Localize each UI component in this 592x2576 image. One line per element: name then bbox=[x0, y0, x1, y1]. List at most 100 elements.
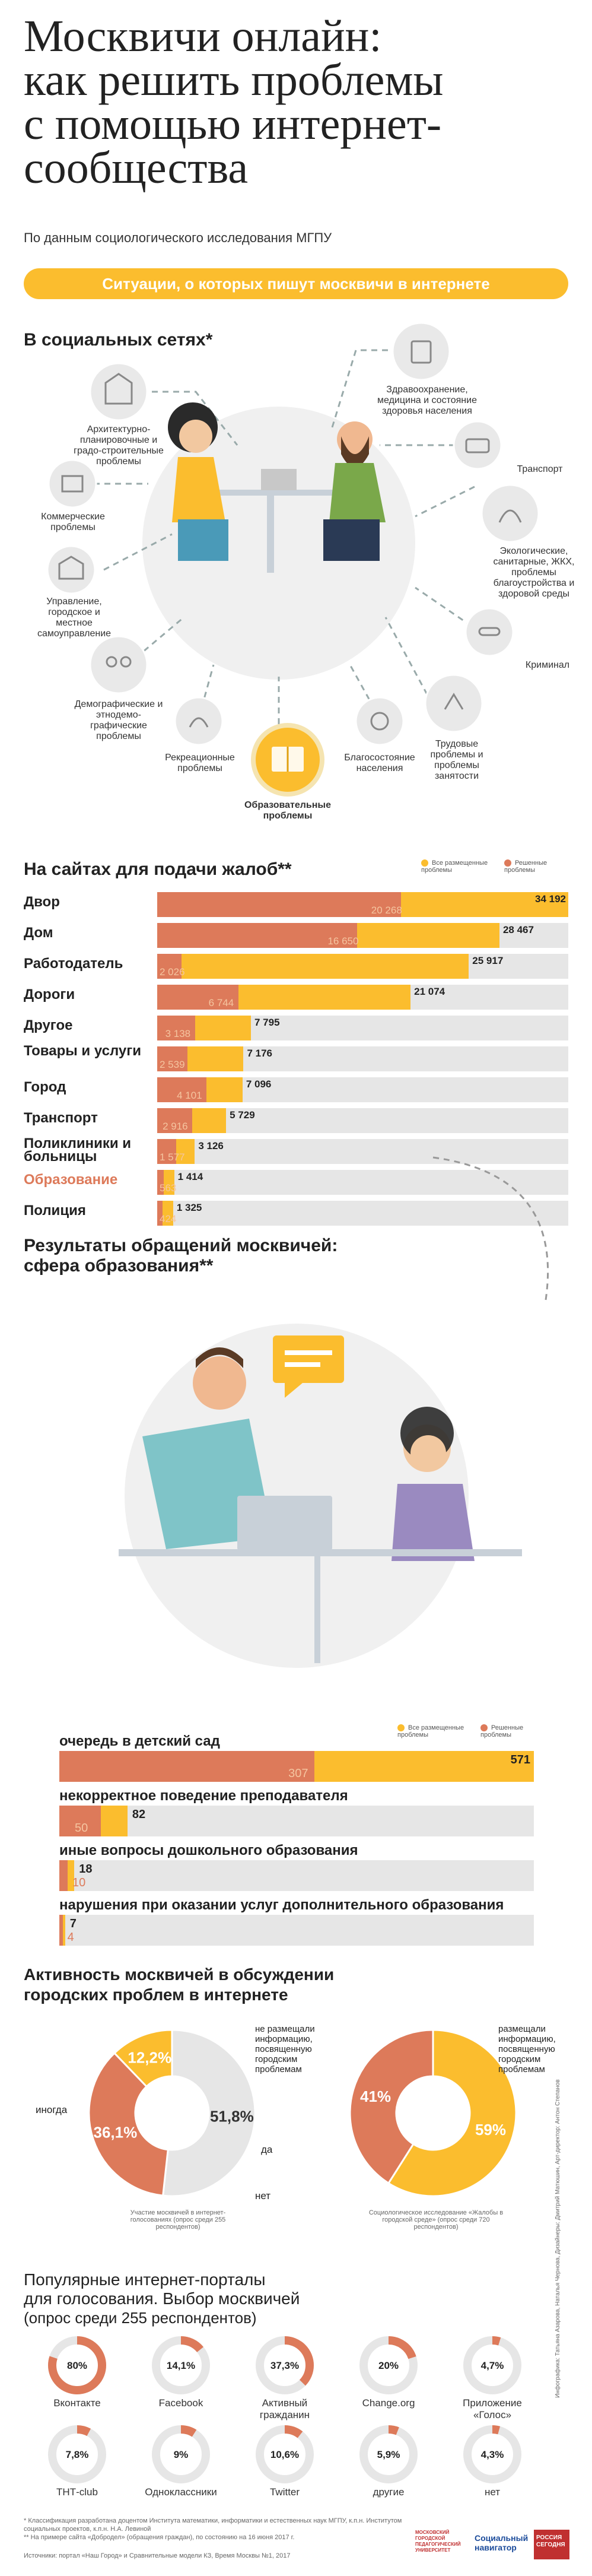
complaint-row: Поликлиники и больницы 3 126 1 577 bbox=[24, 1137, 568, 1166]
complaint-track: 1 325 424 bbox=[157, 1201, 568, 1226]
bar-solved bbox=[157, 1046, 188, 1071]
complaint-label: Дом bbox=[24, 925, 53, 941]
portal-percent: 10,6% bbox=[270, 2449, 299, 2460]
portal-donut: 37,3% bbox=[256, 2336, 314, 2394]
recreation-icon bbox=[174, 696, 224, 746]
portal-percent: 14,1% bbox=[167, 2360, 195, 2371]
edu-legend-all: Все размещенные проблемы bbox=[397, 1724, 464, 1739]
connector-line bbox=[384, 617, 428, 695]
topic-transport: Транспорт bbox=[517, 464, 563, 474]
donut2-label-not-posted: не размещали информацию, посвященную гор… bbox=[255, 2024, 315, 2074]
portal-donut: 9% bbox=[152, 2425, 210, 2483]
complaint-track: 28 467 16 650 bbox=[157, 923, 568, 948]
complaint-label: Дороги bbox=[24, 986, 75, 1003]
donut-slice bbox=[349, 2029, 434, 2185]
value-solved: 2 916 bbox=[163, 1121, 188, 1132]
donut1-label-no: нет bbox=[255, 2190, 271, 2201]
bar-solved bbox=[59, 1915, 63, 1946]
complaint-row: Город 7 096 4 101 bbox=[24, 1076, 568, 1104]
complaints-heading: На сайтах для подачи жалоб** bbox=[24, 859, 292, 879]
value-all: 5 729 bbox=[230, 1109, 255, 1121]
complaint-track: 1 414 563 bbox=[157, 1170, 568, 1195]
topic-education: Образовательные проблемы bbox=[244, 800, 331, 821]
title-line: как решить проблемы bbox=[24, 55, 444, 105]
edu-label: некорректное поведение преподавателя bbox=[59, 1788, 348, 1804]
donut-slice bbox=[387, 2029, 517, 2197]
complaint-track: 7 795 3 138 bbox=[157, 1016, 568, 1040]
portal-donut: 5,9% bbox=[359, 2425, 418, 2483]
value-solved: 563 bbox=[160, 1182, 177, 1194]
complaint-track: 7 096 4 101 bbox=[157, 1077, 568, 1102]
bar-solved bbox=[157, 892, 401, 917]
crime-icon bbox=[464, 607, 514, 657]
demography-icon bbox=[89, 635, 148, 694]
portal-percent: 4,7% bbox=[481, 2360, 504, 2371]
value-solved: 1 577 bbox=[160, 1151, 185, 1163]
complaint-label: Товары и услуги bbox=[24, 1043, 141, 1059]
edu-label: нарушения при оказании услуг дополнитель… bbox=[59, 1897, 504, 1913]
value-all: 7 bbox=[69, 1917, 77, 1930]
complaint-row: Образование 1 414 563 bbox=[24, 1168, 568, 1197]
edu-legend-solved: Решенные проблемы bbox=[480, 1724, 524, 1739]
complaint-track: 34 192 20 268 bbox=[157, 892, 568, 917]
complaint-track: 7 176 2 539 bbox=[157, 1046, 568, 1071]
logo-ria: РОССИЯ СЕГОДНЯ bbox=[534, 2530, 569, 2559]
topic-government: Управление, городское и местное самоупра… bbox=[37, 597, 112, 639]
topic-wellbeing: Благосостояние населения bbox=[344, 753, 415, 773]
donut1-caption: Участие москвичей в интернет-голосования… bbox=[130, 2209, 226, 2231]
complaint-track: 3 126 1 577 bbox=[157, 1139, 568, 1164]
value-all: 28 467 bbox=[502, 924, 534, 935]
government-icon bbox=[46, 545, 96, 595]
value-solved: 424 bbox=[160, 1213, 177, 1224]
value-all: 7 795 bbox=[254, 1017, 280, 1028]
commerce-icon bbox=[47, 459, 97, 509]
complaint-row: Дом 28 467 16 650 bbox=[24, 921, 568, 950]
education-illustration bbox=[119, 1324, 522, 1668]
legend-solved: Решенные проблемы bbox=[504, 859, 548, 874]
value-all: 1 414 bbox=[177, 1171, 203, 1182]
value-solved: 16 650 bbox=[327, 935, 359, 947]
bar-solved bbox=[157, 1139, 176, 1164]
ecology-icon bbox=[480, 484, 540, 543]
portal-name: Приложение «Голос» bbox=[463, 2397, 522, 2420]
complaint-label: Двор bbox=[24, 894, 60, 910]
bar-solved bbox=[59, 1751, 315, 1782]
value-all: 34 192 bbox=[535, 893, 566, 905]
portal-donut-value-arc bbox=[256, 2336, 314, 2394]
banner: Ситуации, о которых пишут москвичи в инт… bbox=[24, 268, 568, 299]
edu-track: 82 50 bbox=[59, 1806, 534, 1836]
complaint-label: Работодатель bbox=[24, 956, 123, 972]
portal-donut-value-arc bbox=[359, 2336, 418, 2394]
value-solved: 3 138 bbox=[165, 1028, 191, 1039]
complaint-track: 25 917 2 026 bbox=[157, 954, 568, 979]
people-illustration bbox=[168, 402, 386, 573]
complaint-label: Полиция bbox=[24, 1203, 86, 1219]
title-line: Москвичи онлайн: bbox=[24, 11, 382, 61]
donut-posting: 59% 41% bbox=[349, 2029, 517, 2197]
value-all: 571 bbox=[510, 1753, 530, 1766]
value-solved: 307 bbox=[288, 1767, 308, 1780]
donut1-label-sometimes: иногда bbox=[36, 2104, 68, 2115]
complaint-row: Другое 7 795 3 138 bbox=[24, 1014, 568, 1042]
logo-mgpu: МОСКОВСКИЙ ГОРОДСКОЙ ПЕДАГОГИЧЕСКИЙ УНИВ… bbox=[415, 2530, 461, 2553]
bar-solved bbox=[59, 1806, 101, 1836]
portal-donut-value-arc bbox=[48, 2425, 106, 2483]
education-heading: Результаты обращений москвичей: сфера об… bbox=[24, 1236, 338, 1276]
connector-line bbox=[103, 533, 173, 571]
title-line: с помощью интернет- bbox=[24, 99, 442, 149]
topic-architecture: Архитектурно-планировочные и градо-строи… bbox=[74, 424, 164, 467]
bar-solved bbox=[157, 1016, 195, 1040]
page-title: Москвичи онлайн: как решить проблемы с п… bbox=[24, 11, 558, 191]
footnotes: * Классификация разработана доцентом Инс… bbox=[24, 2517, 402, 2541]
portal-donut: 10,6% bbox=[256, 2425, 314, 2483]
complaint-label: Поликлиники и больницы bbox=[24, 1135, 132, 1165]
topic-demography: Демографические и этнодемо-графические п… bbox=[74, 699, 163, 741]
connector-line bbox=[415, 486, 475, 518]
portal-name: Активный гражданин bbox=[259, 2397, 310, 2420]
complaint-track: 5 729 2 916 bbox=[157, 1108, 568, 1133]
complaints-chart: Двор 34 192 20 268 Дом 28 467 16 650 Работодат… bbox=[0, 890, 592, 1226]
edu-track: 571 307 bbox=[59, 1751, 534, 1782]
complaint-row: Двор 34 192 20 268 bbox=[24, 890, 568, 919]
dashed-connector bbox=[432, 1156, 549, 1300]
